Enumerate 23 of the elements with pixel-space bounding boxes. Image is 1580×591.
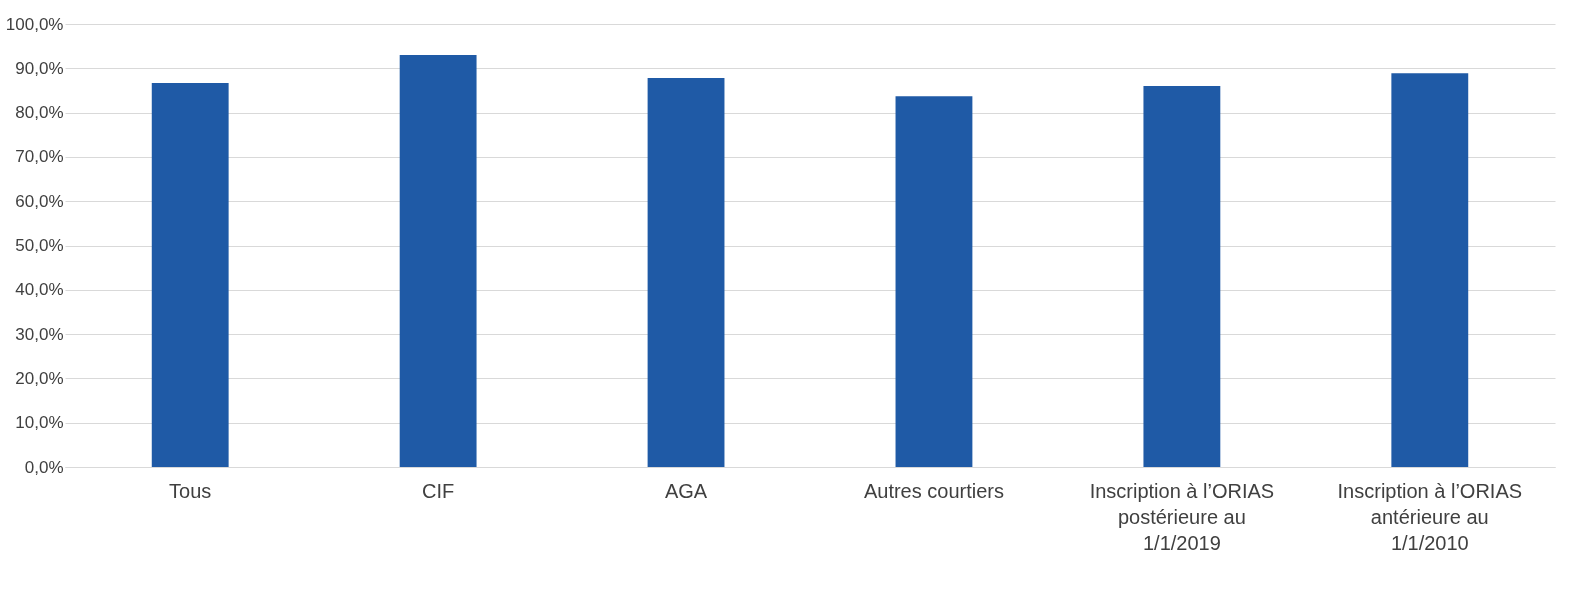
x-tick-label: Autres courtiers bbox=[863, 479, 1004, 502]
y-tick-label: 50,0% bbox=[15, 236, 64, 255]
bar bbox=[1391, 73, 1469, 467]
y-tick-label: 60,0% bbox=[15, 191, 64, 211]
y-tick-label: 30,0% bbox=[15, 324, 64, 344]
y-tick-label: 90,0% bbox=[15, 58, 64, 78]
bar bbox=[647, 78, 725, 467]
bar bbox=[399, 55, 477, 467]
y-tick-label: 100,0% bbox=[5, 14, 64, 34]
y-tick-label: 70,0% bbox=[15, 147, 64, 167]
bar bbox=[1143, 86, 1221, 467]
x-tick-label: CIF bbox=[422, 479, 455, 502]
y-tick-label: 80,0% bbox=[15, 103, 64, 123]
x-tick-label: Inscription à l’ORIAS postérieure au 1/1/2019 bbox=[1089, 479, 1275, 554]
bar bbox=[895, 96, 973, 467]
bar bbox=[151, 82, 229, 467]
y-tick-label: 0,0% bbox=[24, 457, 64, 477]
y-tick-label: 10,0% bbox=[15, 413, 64, 433]
x-tick-label: Inscription à l’ORIAS antérieure au 1/1/2010 bbox=[1337, 479, 1523, 554]
y-tick-label: 20,0% bbox=[15, 368, 64, 388]
x-tick-label: Tous bbox=[169, 479, 212, 502]
x-tick-label: AGA bbox=[664, 479, 708, 502]
y-tick-label: 40,0% bbox=[15, 280, 64, 300]
